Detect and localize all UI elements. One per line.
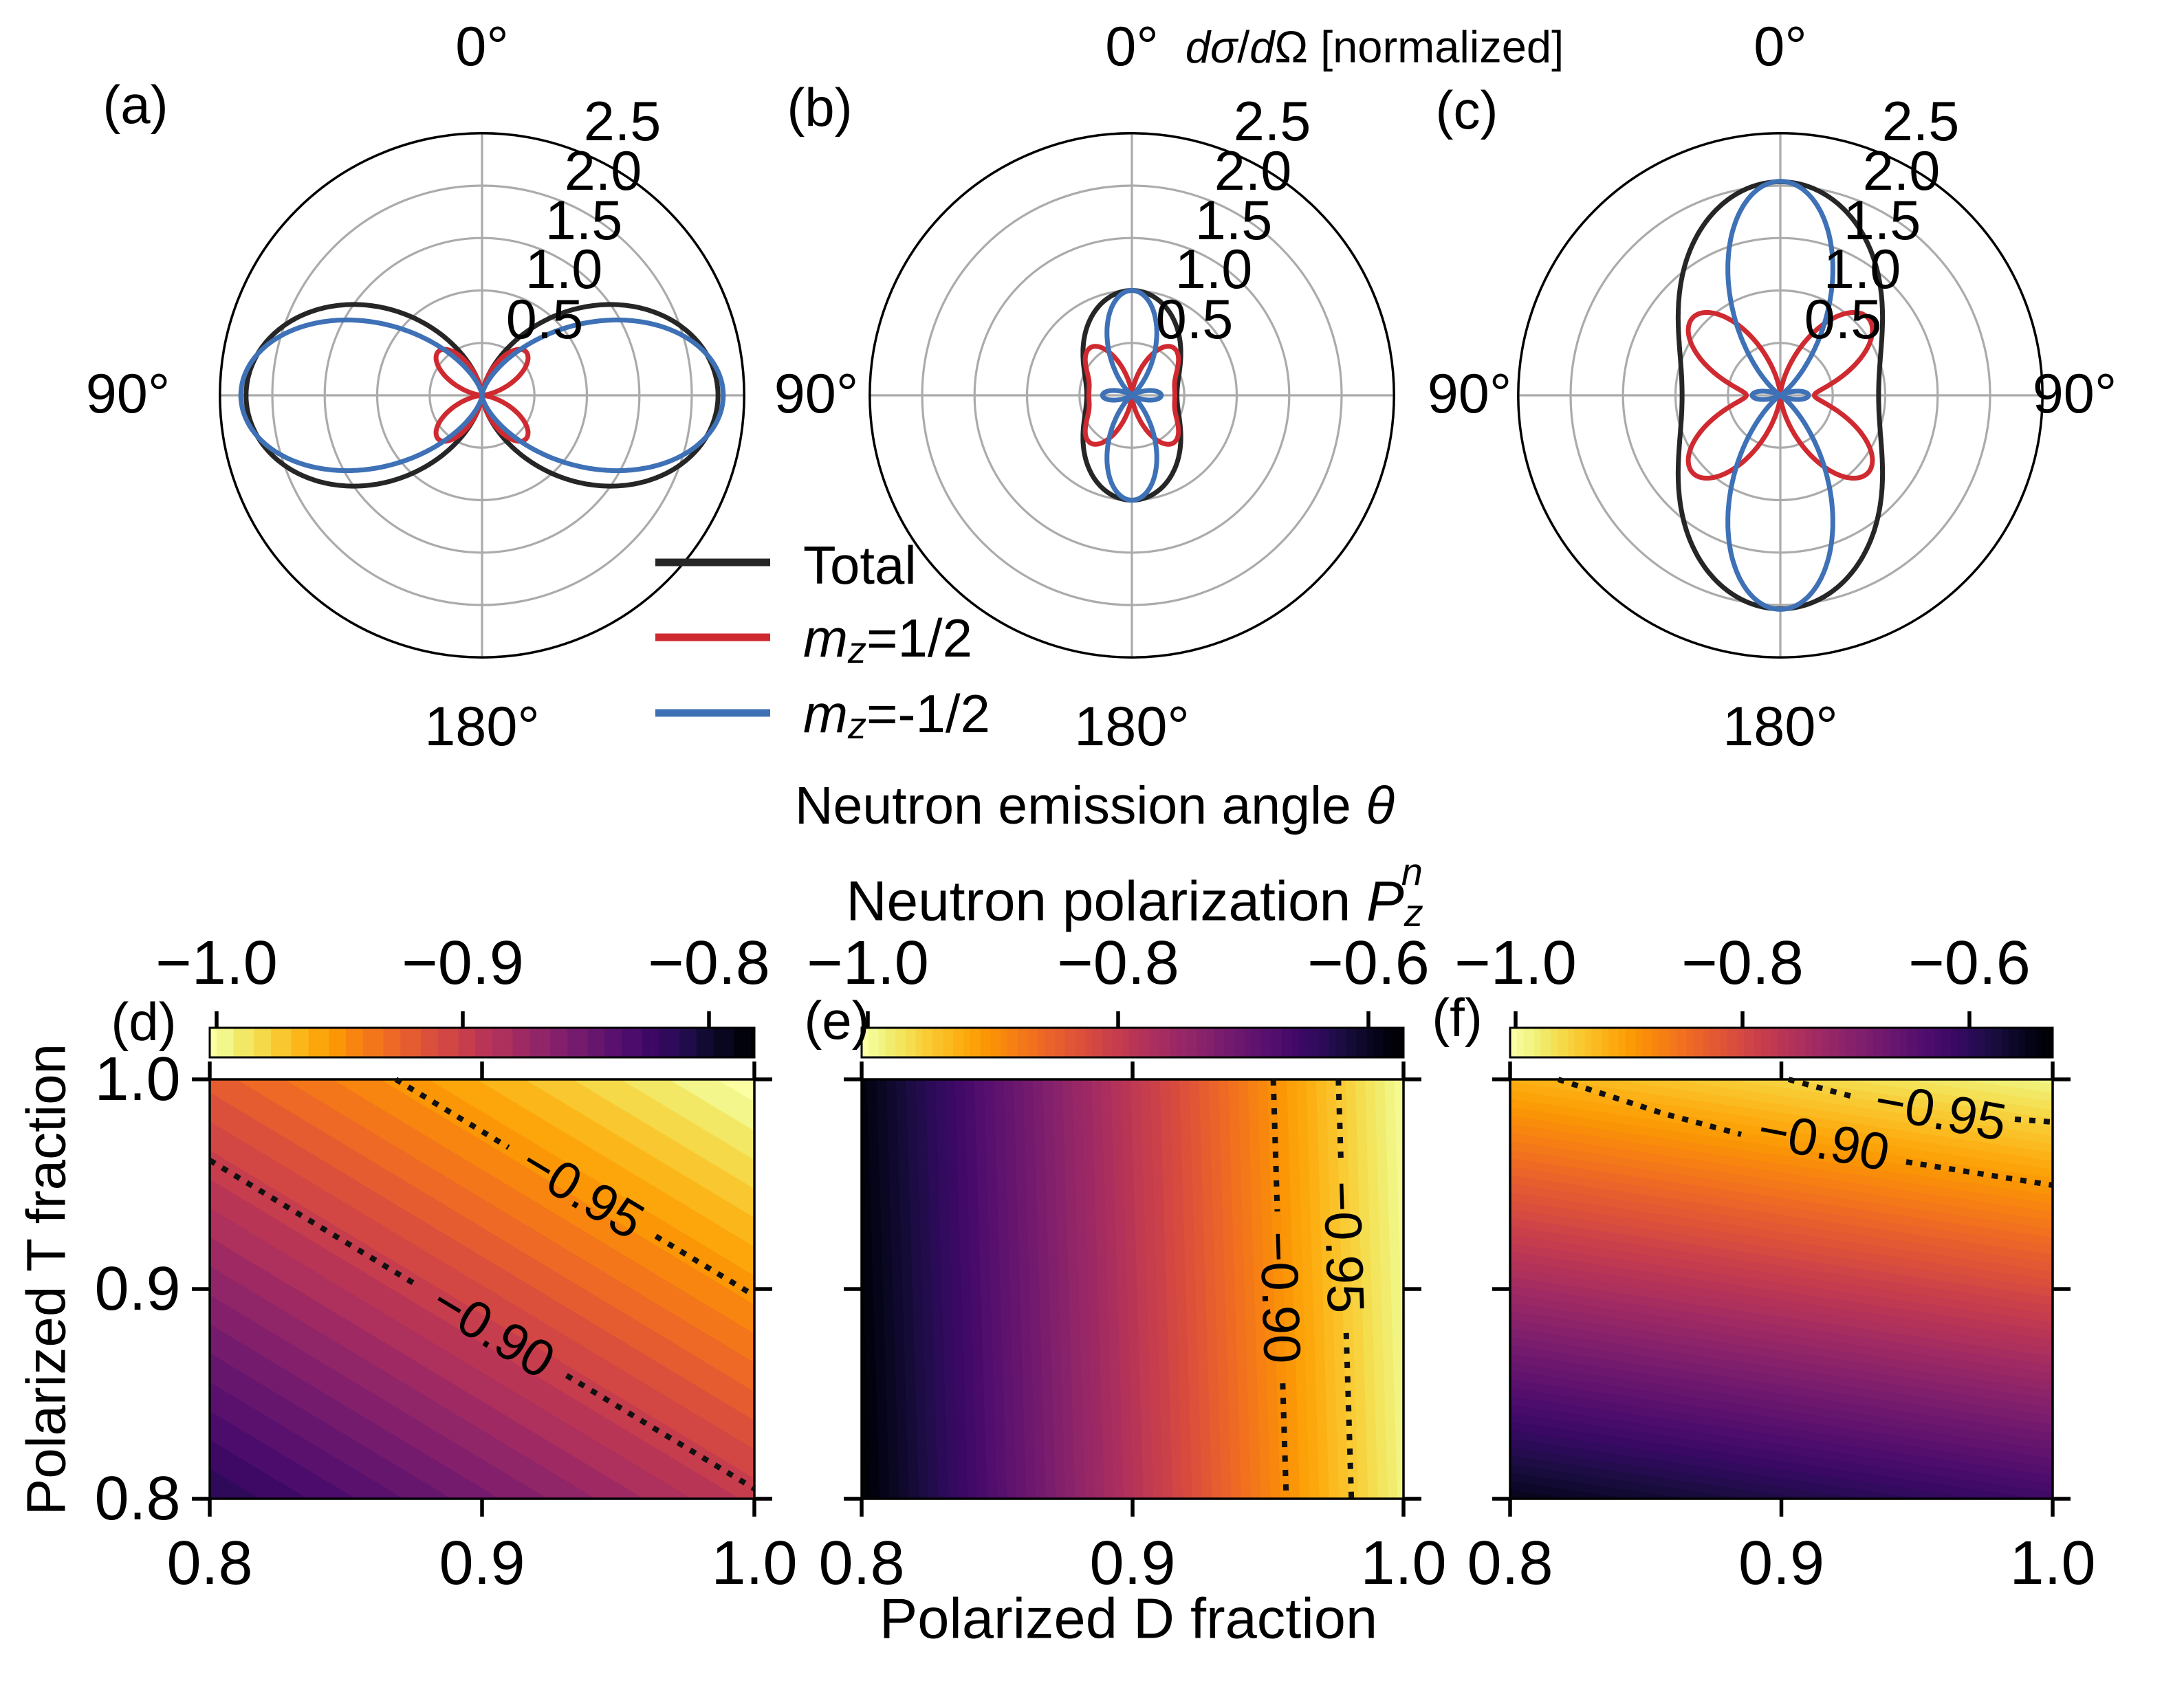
svg-text:−0.95: −0.95	[1312, 1180, 1375, 1314]
svg-text:2.5: 2.5	[1234, 91, 1311, 153]
svg-text:Total: Total	[803, 535, 917, 595]
svg-text:1.0: 1.0	[711, 1529, 797, 1598]
svg-text:0°: 0°	[1105, 16, 1158, 78]
svg-text:2.5: 2.5	[584, 91, 662, 153]
svg-text:180°: 180°	[424, 696, 540, 758]
svg-text:0.9: 0.9	[1089, 1529, 1175, 1598]
svg-text:180°: 180°	[1723, 696, 1838, 758]
svg-text:mz=1/2: mz=1/2	[803, 608, 972, 671]
svg-text:(b): (b)	[787, 77, 852, 138]
svg-text:Polarized T fraction: Polarized T fraction	[16, 1044, 77, 1515]
svg-text:Polarized D fraction: Polarized D fraction	[880, 1587, 1377, 1651]
svg-text:−1.0: −1.0	[807, 929, 929, 998]
svg-text:0.5: 0.5	[1804, 289, 1882, 351]
svg-text:−0.8: −0.8	[1057, 929, 1179, 998]
svg-text:(e): (e)	[804, 990, 869, 1050]
svg-text:1.0: 1.0	[2009, 1529, 2095, 1598]
svg-text:dσ/dΩ [normalized]: dσ/dΩ [normalized]	[1186, 22, 1564, 72]
svg-text:1.0: 1.0	[1175, 239, 1253, 300]
svg-text:0.9: 0.9	[1738, 1529, 1824, 1598]
svg-text:2.0: 2.0	[565, 140, 642, 202]
svg-text:(f): (f)	[1432, 987, 1483, 1048]
svg-text:mz=-1/2: mz=-1/2	[803, 683, 990, 747]
svg-text:(a): (a)	[102, 74, 168, 135]
svg-text:0°: 0°	[455, 16, 508, 78]
svg-text:−0.9: −0.9	[402, 929, 524, 998]
svg-text:−0.8: −0.8	[1681, 929, 1804, 998]
svg-text:90°: 90°	[1428, 363, 1512, 425]
svg-text:−0.6: −0.6	[1307, 929, 1430, 998]
svg-text:1.5: 1.5	[1844, 190, 1921, 252]
svg-text:0.5: 0.5	[506, 289, 584, 351]
svg-text:2.0: 2.0	[1214, 140, 1292, 202]
svg-text:0.5: 0.5	[1156, 289, 1234, 351]
svg-text:1.5: 1.5	[545, 190, 623, 252]
svg-text:0.8: 0.8	[166, 1529, 252, 1598]
svg-text:1.0: 1.0	[94, 1045, 180, 1114]
svg-text:0.8: 0.8	[94, 1464, 180, 1533]
svg-text:1.0: 1.0	[1360, 1529, 1446, 1598]
svg-text:90°: 90°	[86, 363, 171, 425]
svg-text:−0.6: −0.6	[1908, 929, 2031, 998]
svg-text:−1.0: −1.0	[1454, 929, 1577, 998]
svg-text:2.5: 2.5	[1882, 91, 1960, 153]
svg-text:0.8: 0.8	[1467, 1529, 1553, 1598]
svg-text:1.0: 1.0	[525, 239, 603, 300]
svg-text:−0.90: −0.90	[1249, 1231, 1311, 1365]
svg-text:0°: 0°	[1754, 16, 1806, 78]
svg-text:0.9: 0.9	[439, 1529, 525, 1598]
svg-text:90°: 90°	[2033, 363, 2117, 425]
svg-text:Neutron emission angle θ: Neutron emission angle θ	[795, 776, 1395, 835]
svg-text:180°: 180°	[1074, 696, 1190, 758]
svg-text:1.0: 1.0	[1824, 239, 1901, 300]
svg-text:−1.0: −1.0	[155, 929, 278, 998]
svg-text:(d): (d)	[111, 991, 176, 1052]
svg-text:2.0: 2.0	[1863, 140, 1941, 202]
svg-text:0.8: 0.8	[818, 1529, 904, 1598]
svg-text:0.9: 0.9	[94, 1255, 180, 1323]
svg-text:−0.8: −0.8	[648, 929, 770, 998]
svg-text:90°: 90°	[774, 363, 859, 425]
svg-text:(c): (c)	[1436, 80, 1498, 140]
svg-text:1.5: 1.5	[1195, 190, 1273, 252]
